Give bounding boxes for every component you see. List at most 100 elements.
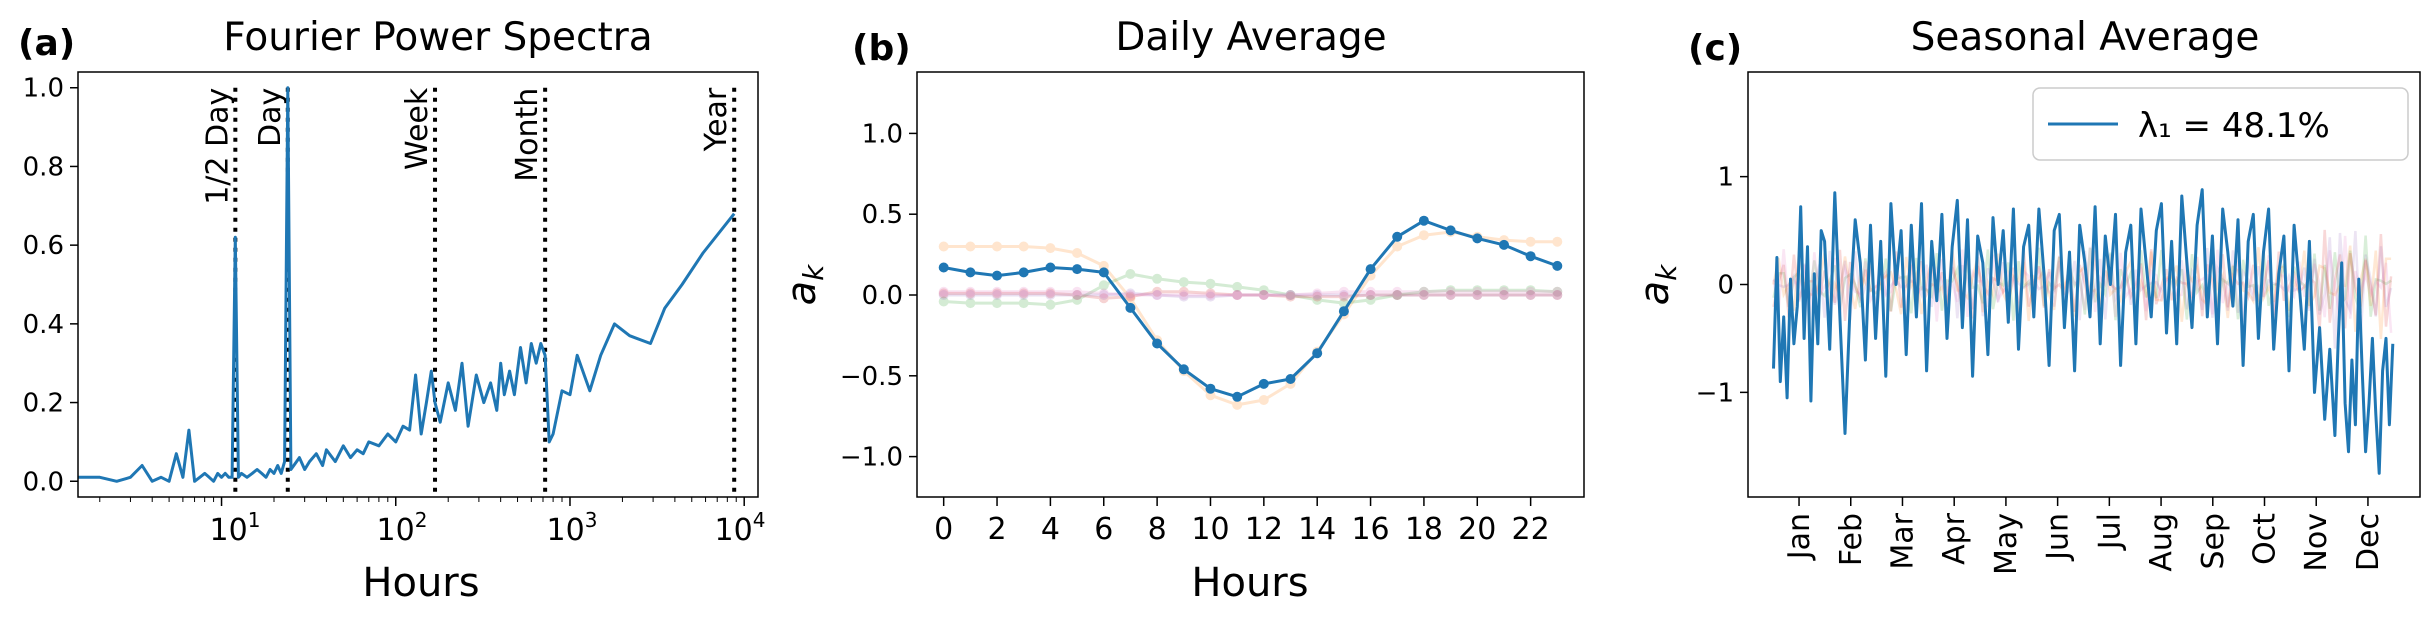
- panel-a-ytick-label: 0.0: [23, 467, 64, 497]
- panel-a-xtick-label: 103: [547, 508, 598, 548]
- panel-c-main-line: [1772, 188, 2395, 475]
- panel-b-point: [1045, 262, 1056, 273]
- legend-label: λ₁ = 48.1%: [2138, 106, 2330, 146]
- panel-c-xtick-label: Apr: [1937, 512, 1972, 565]
- panel-b-point: [1098, 288, 1109, 299]
- panel-b-xtick-label: 4: [1041, 512, 1060, 547]
- panel-b-point: [938, 290, 949, 300]
- panel-b-point: [1072, 290, 1083, 300]
- panel-b-point: [1552, 286, 1563, 297]
- panel-b-point: [965, 241, 976, 252]
- panel-b-point: [1232, 290, 1243, 300]
- panel-b-point: [1445, 290, 1456, 300]
- panel-a-ytick-label: 0.8: [23, 152, 64, 182]
- panel-b-point: [1205, 278, 1216, 289]
- panel-b-xtick-label: 6: [1094, 512, 1113, 547]
- panel-a-ticks: 101 102 103 104 0.0 0.2 0.4 0.6 0.8 1.0: [23, 74, 766, 548]
- panel-b-series-line: [938, 215, 1563, 402]
- panel-b-title: Daily Average: [1115, 15, 1386, 60]
- panel-b-point: [965, 286, 976, 297]
- panel-b-point: [992, 241, 1002, 252]
- panel-b-point: [1312, 290, 1323, 300]
- panel-b-point: [1232, 290, 1243, 300]
- panel-b-point: [1445, 290, 1456, 300]
- panel-b-ytick-label: 0.0: [862, 281, 903, 311]
- panel-c: (c) Seasonal Average 1 0 −1 Jan Feb Mar Apr May…: [1632, 15, 2421, 575]
- panel-c-xtick-label: Jul: [2092, 513, 2127, 551]
- svg-text:104: 104: [715, 508, 766, 548]
- panel-b-point: [1018, 290, 1029, 300]
- panel-a: (a) Fourier Power Spectra 1/2 Day Day Week…: [18, 15, 765, 606]
- panel-b-point: [1525, 290, 1536, 300]
- panel-b-point: [965, 298, 976, 309]
- panel-b-point: [1365, 264, 1376, 275]
- panel-b-point: [1258, 285, 1269, 296]
- panel-c-xtick-label: Dec: [2351, 513, 2386, 571]
- panel-a-ytick-label: 0.6: [23, 231, 64, 261]
- svg-text:102: 102: [377, 508, 428, 548]
- panel-b-point: [992, 290, 1002, 300]
- panel-c-ylabel: ak: [1632, 263, 1683, 306]
- panel-b-xtick-label: 16: [1351, 512, 1389, 547]
- panel-b-point: [1152, 290, 1163, 300]
- panel-b-point: [1445, 225, 1456, 236]
- panel-b-axes-frame: [916, 71, 1585, 498]
- panel-b-point: [1285, 374, 1296, 384]
- panel-b-point: [1499, 285, 1509, 296]
- panel-b-point: [1125, 290, 1136, 300]
- panel-b-point: [1472, 290, 1483, 300]
- panel-b-point: [1125, 293, 1136, 304]
- panel-a-reference-lines: 1/2 Day Day Week Month Year: [200, 87, 737, 497]
- panel-b-point: [1392, 231, 1403, 242]
- panel-c-ytick-label: 1: [1717, 163, 1734, 193]
- svg-text:103: 103: [547, 508, 598, 548]
- panel-c-ticks: 1 0 −1 Jan Feb Mar Apr May Jun Jul Aug Sep Oct Nov Dec: [1696, 163, 2386, 575]
- panel-b-point: [1418, 230, 1429, 241]
- panel-b-point: [1258, 290, 1269, 300]
- panel-b-xtick-label: 18: [1405, 512, 1443, 547]
- panel-b-point: [1312, 348, 1323, 359]
- panel-b-point: [1365, 286, 1376, 297]
- panel-a-reference-label: Week: [400, 87, 435, 170]
- panel-b-point: [1232, 290, 1243, 300]
- panel-b-point: [1445, 286, 1456, 297]
- panel-b-point: [1098, 290, 1109, 300]
- panel-b-xtick-label: 22: [1512, 512, 1550, 547]
- panel-c-xtick-label: Oct: [2248, 513, 2283, 565]
- panel-b-point: [1338, 291, 1349, 302]
- panel-b-point: [1392, 286, 1403, 297]
- panel-b-line: [943, 272, 1558, 307]
- panel-a-series: [78, 86, 736, 483]
- panel-b-point: [1018, 286, 1029, 297]
- panel-b-point: [1365, 294, 1376, 305]
- panel-b-label: (b): [852, 28, 911, 69]
- panel-a-reference-label: Year: [699, 87, 734, 152]
- panel-b-series-line: [938, 227, 1563, 410]
- panel-b-point: [1552, 290, 1563, 300]
- panel-b-point: [938, 241, 949, 252]
- panel-b-point: [1552, 236, 1563, 247]
- panel-b-point: [938, 296, 949, 307]
- panel-b-point: [1232, 391, 1243, 402]
- panel-b-point: [1552, 260, 1563, 271]
- panel-b-point: [1232, 281, 1243, 292]
- panel-c-xtick-label: Aug: [2144, 513, 2179, 572]
- panel-b-series-line: [938, 286, 1563, 304]
- panel-a-reference-label: 1/2 Day: [200, 88, 235, 205]
- panel-b-point: [1205, 290, 1216, 300]
- panel-c-faint-line: [1772, 235, 2393, 333]
- panel-b-point: [1499, 286, 1509, 297]
- panel-b-point: [1072, 286, 1083, 297]
- panel-b-ytick-label: −0.5: [840, 362, 903, 392]
- panel-b-point: [1392, 290, 1403, 300]
- panel-c-xtick-label: Mar: [1885, 512, 1920, 569]
- panel-b-point: [965, 290, 976, 300]
- panel-a-label: (a): [18, 23, 75, 64]
- panel-b-point: [1472, 233, 1483, 244]
- panel-b-point: [1258, 290, 1269, 300]
- panel-b-point: [1072, 294, 1083, 305]
- panel-b-point: [1258, 395, 1269, 405]
- panel-b-point: [1418, 290, 1429, 300]
- panel-b-point: [1205, 291, 1216, 302]
